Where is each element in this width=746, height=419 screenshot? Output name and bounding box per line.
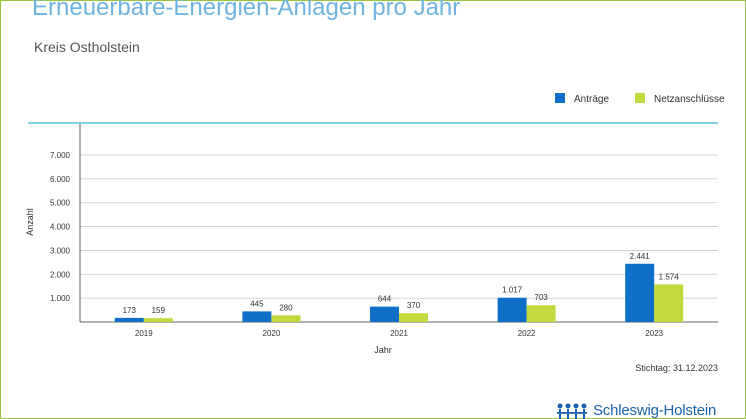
- coat-of-arms-icon: [557, 403, 587, 419]
- bar-netzanschluesse-2023: [654, 284, 684, 322]
- legend-swatch-antraege: [555, 93, 565, 103]
- legend-swatch-netzanschluesse: [635, 93, 645, 103]
- bar-value-label: 644: [378, 295, 392, 304]
- y-tick-label: 7.000: [50, 151, 71, 160]
- logo-text: Schleswig-Holstein: [593, 402, 717, 419]
- y-tick-label: 6.000: [50, 175, 71, 184]
- legend-item-antraege: Anträge: [555, 93, 609, 105]
- bar-netzanschluesse-2020: [271, 315, 301, 322]
- stichtag-note: Stichtag: 31.12.2023: [635, 363, 718, 373]
- bar-netzanschluesse-2019: [143, 318, 173, 322]
- gridlines: [80, 154, 718, 299]
- x-axis-label: Jahr: [374, 345, 392, 355]
- chart-subtitle: Kreis Ostholstein: [34, 39, 140, 55]
- x-tick-label: 2022: [518, 329, 536, 338]
- bar-value-label: 1.017: [502, 286, 523, 295]
- y-axis-ticks: 1.000 2.000 3.000 4.000 5.000 6.000 7.000: [50, 151, 71, 303]
- bar-value-label: 445: [250, 299, 264, 308]
- bar-netzanschluesse-2021: [399, 313, 428, 322]
- x-tick-label: 2020: [263, 329, 281, 338]
- y-tick-label: 3.000: [50, 246, 71, 255]
- bars: 173 159 445 280 644 370 1.017 703 2.441 1.574: [114, 252, 684, 322]
- y-tick-label: 5.000: [50, 199, 71, 208]
- bar-antraege-2019: [114, 317, 144, 322]
- legend-label-netzanschluesse: Netzanschlüsse: [654, 94, 725, 105]
- bar-netzanschluesse-2022: [526, 305, 556, 322]
- bar-antraege-2021: [370, 306, 399, 322]
- bar-value-label: 703: [534, 293, 548, 302]
- chart-title: Erneuerbare-Energien-Anlagen pro Jahr: [32, 0, 461, 21]
- bar-antraege-2023: [625, 263, 655, 322]
- legend-item-netzanschluesse: Netzanschlüsse: [635, 93, 725, 105]
- x-axis-ticks: 2019 2020 2021 2022 2023: [135, 329, 664, 338]
- bar-antraege-2020: [242, 311, 272, 322]
- x-tick-label: 2021: [390, 329, 408, 338]
- bar-value-label: 280: [279, 303, 293, 312]
- x-tick-label: 2023: [645, 329, 663, 338]
- bar-antraege-2022: [497, 297, 527, 322]
- bar-value-label: 1.574: [659, 272, 680, 281]
- y-tick-label: 2.000: [50, 270, 71, 279]
- bar-value-label: 370: [407, 301, 421, 310]
- bar-value-label: 159: [152, 306, 166, 315]
- y-tick-label: 1.000: [50, 294, 71, 303]
- y-tick-label: 4.000: [50, 223, 71, 232]
- bar-value-label: 2.441: [630, 252, 651, 261]
- schleswig-holstein-logo: Schleswig-Holstein: [556, 402, 716, 419]
- y-axis-label: Anzahl: [25, 208, 35, 236]
- x-tick-label: 2019: [135, 329, 153, 338]
- legend-label-antraege: Anträge: [574, 94, 610, 105]
- bar-value-label: 173: [123, 306, 137, 315]
